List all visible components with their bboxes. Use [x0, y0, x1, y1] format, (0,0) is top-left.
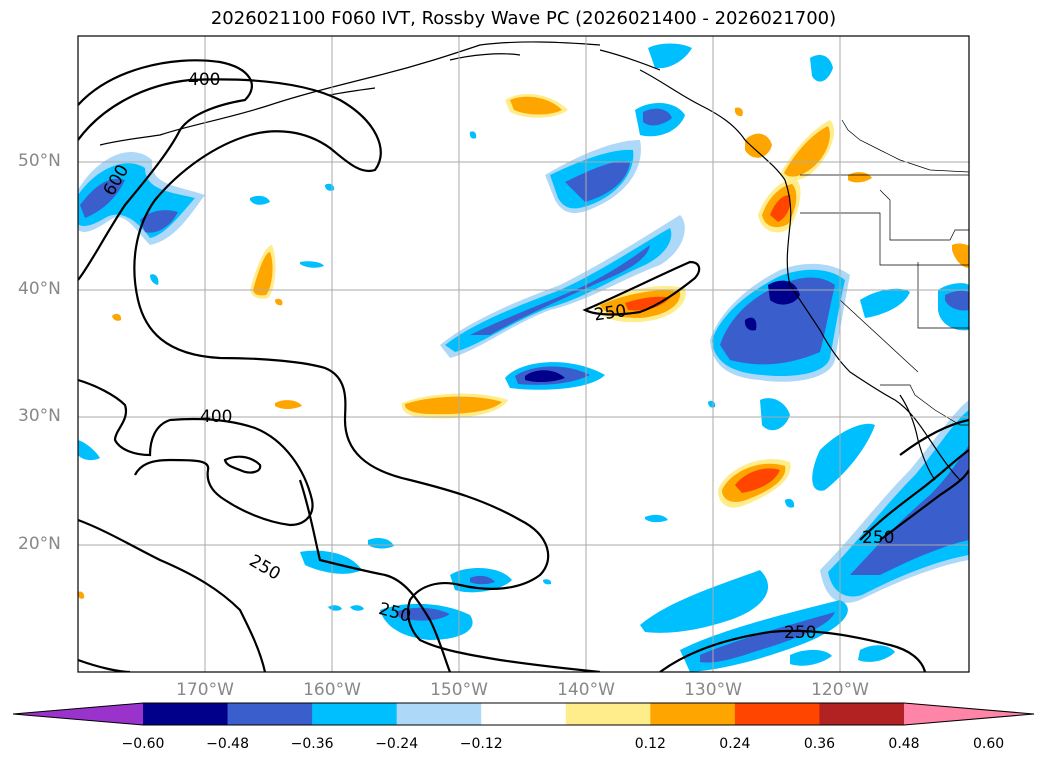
lon-label: 150°W	[430, 680, 488, 700]
contour-label: 250	[784, 623, 816, 643]
lon-label: 140°W	[557, 680, 615, 700]
colorbar-tick-label: −0.24	[375, 736, 419, 752]
colorbar	[12, 702, 1035, 726]
lon-label: 130°W	[684, 680, 742, 700]
contour-labels: 400 600 400 250 250 250 250 250	[100, 70, 895, 643]
positive-anomaly-fills	[78, 94, 969, 599]
map-frame	[77, 35, 970, 673]
colorbar-tick-label: −0.36	[290, 736, 334, 752]
colorbar-extend-right	[904, 703, 1034, 725]
colorbar-segment	[312, 703, 398, 725]
contour-label: 400	[188, 70, 220, 90]
ivt-contours	[78, 59, 969, 672]
contour-label: 400	[200, 407, 232, 427]
negative-anomaly-fills	[78, 43, 969, 672]
lat-label: 20°N	[18, 534, 61, 554]
lon-label: 170°W	[176, 680, 234, 700]
contour-label: 250	[593, 301, 628, 325]
lat-label: 30°N	[18, 406, 61, 426]
colorbar-segment	[143, 703, 229, 725]
colorbar-tick-label: 0.48	[888, 736, 920, 752]
lat-label: 50°N	[18, 151, 61, 171]
coastlines	[99, 41, 961, 481]
map-title: 2026021100 F060 IVT, Rossby Wave PC (202…	[210, 8, 837, 29]
lon-label: 160°W	[303, 680, 361, 700]
contour-label: 250	[862, 528, 894, 548]
gridlines	[78, 36, 969, 672]
colorbar-segment	[227, 703, 313, 725]
colorbar-tick-label: −0.60	[121, 736, 165, 752]
colorbar-tick-label: 0.36	[803, 736, 836, 752]
colorbar-segment	[819, 703, 905, 725]
colorbar-segment	[565, 703, 651, 725]
lon-label: 120°W	[811, 680, 869, 700]
colorbar-tick-label: −0.12	[459, 736, 503, 752]
colorbar-tick-label: 0.12	[634, 736, 666, 752]
lat-label: 40°N	[18, 279, 61, 299]
colorbar-tick-label: 0.24	[719, 736, 751, 752]
colorbar-segment	[481, 703, 567, 725]
colorbar-segment	[650, 703, 736, 725]
colorbar-segment	[734, 703, 820, 725]
colorbar-tick-label: −0.48	[206, 736, 249, 752]
colorbar-segment	[396, 703, 482, 725]
colorbar-extend-left	[13, 703, 143, 725]
colorbar-tick-label: 0.60	[972, 736, 1005, 752]
